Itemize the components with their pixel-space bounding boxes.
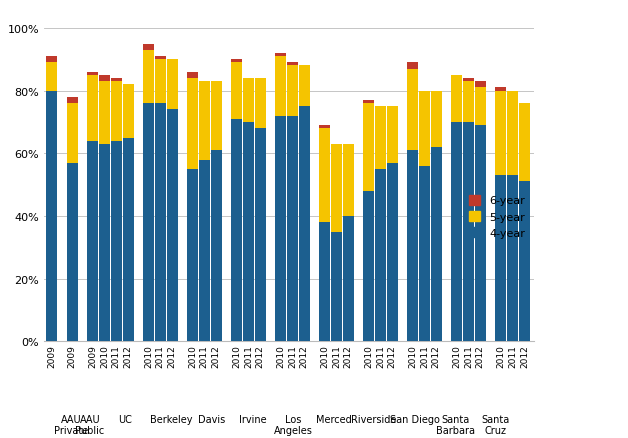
Bar xyxy=(243,79,254,123)
Bar xyxy=(287,66,298,117)
Bar xyxy=(475,88,486,126)
Bar xyxy=(287,63,298,66)
Bar xyxy=(255,129,266,342)
Bar xyxy=(275,57,286,117)
Bar xyxy=(463,123,474,342)
Bar xyxy=(122,138,134,342)
Bar xyxy=(407,70,418,151)
Bar xyxy=(87,141,98,342)
Bar xyxy=(143,104,154,342)
Bar xyxy=(375,107,386,170)
Bar xyxy=(275,54,286,57)
Bar xyxy=(67,163,78,342)
Bar xyxy=(343,145,354,216)
Bar xyxy=(431,92,442,148)
Bar xyxy=(452,76,462,123)
Bar xyxy=(431,148,442,342)
Bar xyxy=(419,166,430,342)
Bar xyxy=(452,123,462,342)
Bar xyxy=(67,98,78,104)
Bar xyxy=(99,82,110,145)
Bar xyxy=(319,129,330,223)
Bar xyxy=(363,191,374,342)
Bar xyxy=(87,76,98,141)
Bar xyxy=(255,79,266,129)
Bar xyxy=(495,176,506,342)
Bar xyxy=(363,104,374,191)
Bar xyxy=(319,223,330,342)
Bar xyxy=(87,73,98,76)
Bar xyxy=(166,60,178,110)
Bar xyxy=(166,110,178,342)
Bar xyxy=(231,63,242,120)
Bar xyxy=(46,63,57,92)
Bar xyxy=(507,92,518,176)
Bar xyxy=(507,176,518,342)
Bar xyxy=(275,117,286,342)
Bar xyxy=(231,120,242,342)
Bar xyxy=(187,73,198,79)
Bar xyxy=(475,126,486,342)
Bar xyxy=(143,51,154,104)
Bar xyxy=(475,82,486,88)
Bar xyxy=(375,170,386,342)
Bar xyxy=(143,44,154,51)
Bar xyxy=(187,170,198,342)
Bar xyxy=(210,82,222,151)
Bar xyxy=(122,85,134,138)
Bar xyxy=(387,163,398,342)
Bar xyxy=(99,145,110,342)
Bar xyxy=(463,82,474,123)
Bar xyxy=(155,57,166,60)
Bar xyxy=(407,151,418,342)
Bar xyxy=(111,141,122,342)
Bar xyxy=(210,151,222,342)
Bar xyxy=(519,182,530,342)
Bar xyxy=(299,107,310,342)
Bar xyxy=(299,66,310,107)
Bar xyxy=(343,216,354,342)
Legend: 6-year, 5-year, 4-year: 6-year, 5-year, 4-year xyxy=(466,192,528,242)
Bar xyxy=(407,63,418,70)
Bar xyxy=(155,60,166,104)
Bar xyxy=(319,126,330,129)
Bar xyxy=(155,104,166,342)
Bar xyxy=(111,79,122,82)
Bar xyxy=(463,79,474,82)
Bar xyxy=(199,82,210,160)
Bar xyxy=(519,104,530,182)
Bar xyxy=(387,107,398,163)
Bar xyxy=(187,79,198,170)
Bar xyxy=(231,60,242,63)
Bar xyxy=(111,82,122,141)
Bar xyxy=(46,57,57,63)
Bar xyxy=(419,92,430,166)
Bar xyxy=(331,232,342,342)
Bar xyxy=(67,104,78,163)
Bar xyxy=(287,117,298,342)
Bar xyxy=(243,123,254,342)
Bar xyxy=(99,76,110,82)
Bar xyxy=(495,92,506,176)
Bar xyxy=(495,88,506,92)
Bar xyxy=(363,101,374,104)
Bar xyxy=(46,92,57,342)
Bar xyxy=(331,145,342,232)
Bar xyxy=(199,160,210,342)
